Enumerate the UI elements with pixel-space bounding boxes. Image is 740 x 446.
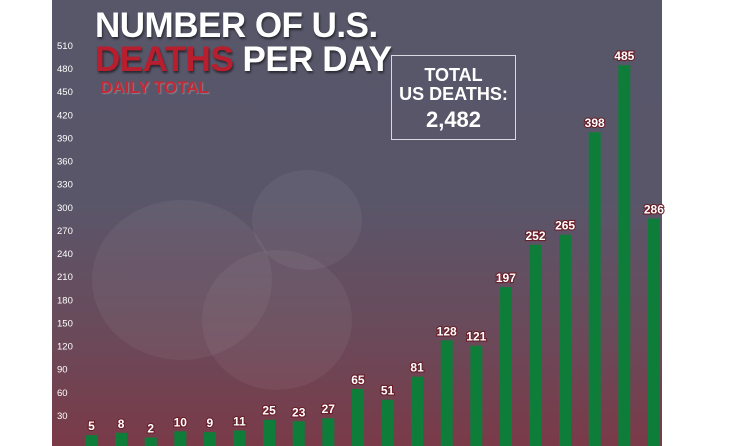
data-label: 197 (496, 271, 516, 285)
data-label: 252 (525, 229, 545, 243)
bar (115, 432, 128, 446)
data-label: 10 (174, 415, 188, 429)
data-label: 121 (466, 330, 486, 344)
y-tick-label: 60 (57, 388, 68, 399)
data-label: 23 (292, 405, 306, 419)
bar (144, 437, 157, 446)
title-rest: PER DAY (233, 40, 392, 79)
bar (647, 218, 660, 446)
data-label: 286 (644, 203, 664, 217)
y-tick-label: 450 (57, 87, 73, 98)
data-label: 25 (262, 404, 276, 418)
y-tick-label: 330 (57, 180, 73, 191)
total-value: 2,482 (425, 107, 482, 132)
chart-subtitle: DAILY TOTAL (100, 78, 209, 97)
bar (529, 244, 542, 446)
y-tick-label: 360 (57, 157, 73, 168)
chart-title-line-2: DEATHS PER DAY (95, 40, 392, 80)
bar (381, 399, 394, 446)
data-label: 51 (381, 384, 395, 398)
y-tick-label: 270 (57, 226, 73, 237)
y-tick-label: 150 (57, 318, 73, 329)
bar (618, 65, 631, 446)
bar (85, 435, 98, 446)
data-label: 27 (322, 402, 336, 416)
bar (174, 431, 187, 446)
data-label: 8 (118, 417, 125, 431)
y-tick-label: 510 (57, 41, 73, 52)
bar (233, 430, 246, 446)
chart-title-line-1: NUMBER OF U.S. (95, 6, 378, 45)
bar (499, 287, 512, 446)
bar (263, 419, 276, 446)
y-tick-label: 90 (57, 365, 68, 376)
bar (351, 388, 364, 446)
data-label: 485 (614, 49, 634, 63)
data-label: 265 (555, 219, 575, 233)
bar (588, 132, 601, 446)
y-tick-label: 300 (57, 203, 73, 214)
data-label: 5 (88, 419, 95, 433)
y-tick-label: 480 (57, 64, 73, 75)
total-label-2: US DEATHS: (399, 84, 508, 104)
y-tick-label: 390 (57, 133, 73, 144)
y-tick-label: 30 (57, 411, 68, 422)
bar (440, 340, 453, 446)
left-margin (0, 0, 52, 446)
virus-decor (92, 200, 272, 360)
chart-background (52, 0, 662, 446)
data-label: 81 (410, 361, 424, 375)
bar (411, 376, 424, 446)
total-label-1: TOTAL (424, 65, 483, 85)
data-label: 2 (147, 422, 154, 436)
data-label: 11 (233, 415, 246, 429)
data-label: 65 (351, 373, 365, 387)
data-label: 398 (585, 116, 605, 130)
y-tick-label: 180 (57, 295, 73, 306)
total-deaths-box: TOTAL US DEATHS: 2,482 (391, 55, 516, 140)
bar (559, 234, 572, 446)
bar (292, 421, 305, 446)
title-highlight: DEATHS (95, 40, 234, 79)
virus-decor (202, 250, 352, 390)
data-label: 128 (437, 324, 457, 338)
y-tick-label: 210 (57, 272, 73, 283)
bar (203, 432, 216, 446)
virus-decor (252, 170, 362, 270)
y-tick-label: 240 (57, 249, 73, 260)
y-tick-label: 120 (57, 342, 73, 353)
y-tick-label: 420 (57, 110, 73, 121)
data-label: 9 (207, 416, 214, 430)
bar (470, 345, 483, 446)
bar (322, 418, 335, 446)
